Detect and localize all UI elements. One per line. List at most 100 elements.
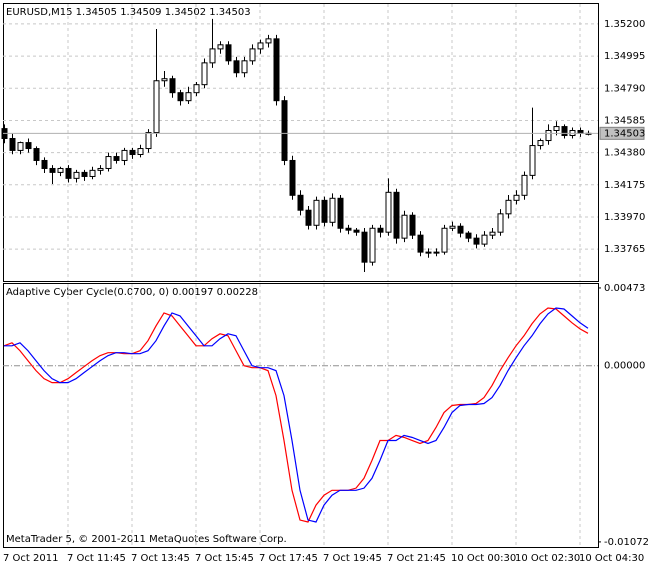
candle-body	[329, 197, 336, 223]
x-tick-label: 10 Oct 00:30	[451, 553, 516, 564]
footer: MetaTrader 5, © 2001-2011 MetaQuotes Sof…	[6, 534, 287, 545]
candle-body	[457, 225, 464, 234]
candle-body	[489, 231, 496, 236]
candle-body	[209, 48, 216, 64]
candle-body	[201, 62, 208, 86]
candle-body	[393, 191, 400, 239]
candle-body	[257, 42, 264, 50]
candle-body	[49, 167, 56, 173]
candle-body	[41, 159, 48, 169]
candle-body	[529, 145, 536, 176]
indicator-pane	[3, 283, 599, 548]
y-tick-label: 0.00473	[604, 283, 645, 294]
candle-body	[353, 229, 360, 233]
candle-body	[137, 148, 144, 156]
candle-body	[265, 38, 272, 44]
candle-body	[433, 251, 440, 254]
candle-body	[9, 137, 16, 151]
candle-body	[369, 227, 376, 263]
candle-body	[17, 142, 24, 151]
candle-body	[249, 48, 256, 62]
candle-body	[97, 167, 104, 171]
y-tick-label: 1.34175	[604, 180, 645, 191]
x-tick-label: 7 Oct 21:45	[387, 553, 446, 564]
indicator-line	[4, 307, 589, 523]
y-tick-label: 1.34995	[604, 51, 645, 62]
x-tick-label: 7 Oct 11:45	[67, 553, 126, 564]
candle-body	[225, 44, 232, 62]
candle-body	[105, 156, 112, 169]
candle-body	[513, 194, 520, 201]
candle-body	[561, 126, 568, 137]
candle-body	[481, 234, 488, 245]
candle-body	[121, 149, 128, 161]
candle-body	[65, 167, 72, 179]
candle-body	[241, 60, 248, 74]
candle-body	[185, 92, 192, 102]
indicator-line	[3, 307, 589, 523]
candle-body	[473, 237, 480, 245]
x-tick-label: 7 Oct 19:45	[323, 553, 382, 564]
candle-body	[521, 174, 528, 196]
candle-body	[161, 78, 168, 82]
candle-body	[297, 194, 304, 211]
candle-body	[417, 234, 424, 253]
candle-body	[281, 100, 288, 161]
candle-body	[273, 38, 280, 102]
y-tick-label: 1.34790	[604, 83, 645, 94]
y-tick-label: 0.00000	[604, 361, 645, 372]
candle-body	[177, 92, 184, 102]
candle-body	[153, 80, 160, 134]
candle-body	[377, 227, 384, 233]
candle-body	[505, 199, 512, 215]
candle-body	[321, 199, 328, 223]
candle-body	[305, 209, 312, 226]
candle-body	[465, 232, 472, 239]
y-tick-label: 1.34380	[604, 148, 645, 159]
x-tick-label: 7 Oct 17:45	[259, 553, 318, 564]
candle-body	[441, 227, 448, 253]
candle-body	[425, 251, 432, 254]
y-tick-label: 1.33970	[604, 212, 645, 223]
candle-body	[313, 199, 320, 226]
x-tick-label: 7 Oct 15:45	[195, 553, 254, 564]
candle-body	[401, 214, 408, 239]
x-tick-label: 10 Oct 02:30	[515, 553, 580, 564]
x-tick-label: 7 Oct 2011	[3, 553, 58, 564]
candle-body	[217, 44, 224, 50]
candle-body	[361, 231, 368, 263]
candle-body	[89, 169, 96, 177]
candle-body	[553, 126, 560, 131]
y-tick-label: 1.34585	[604, 115, 645, 126]
candle-body	[129, 149, 136, 156]
y-tick-label: -0.01072	[604, 537, 649, 548]
candle-body	[537, 140, 544, 147]
candle-body	[497, 213, 504, 233]
x-tick-label: 7 Oct 13:45	[131, 553, 190, 564]
candle-body	[345, 227, 352, 231]
y-tick-label: 1.35200	[604, 19, 645, 30]
price-pane	[3, 3, 599, 282]
current-price-box	[599, 126, 645, 140]
candle-body	[73, 171, 80, 179]
candle-body	[81, 171, 88, 177]
candle-body	[193, 84, 200, 94]
candle-body	[233, 60, 240, 74]
candle-body	[169, 78, 176, 94]
candle-body	[409, 214, 416, 236]
y-tick-label: 1.33765	[604, 244, 645, 255]
candle-body	[57, 167, 64, 173]
candle-body	[449, 225, 456, 229]
candle-body	[25, 142, 32, 150]
candle-body	[385, 191, 392, 233]
candle-body	[289, 159, 296, 196]
x-tick-label: 10 Oct 04:30	[579, 553, 644, 564]
chart-title: EURUSD,M15 1.34505 1.34509 1.34502 1.345…	[6, 7, 251, 18]
current-price-label: 1.34503	[604, 128, 645, 139]
candle-body	[145, 132, 152, 150]
candle-body	[113, 156, 120, 161]
candle-body	[337, 197, 344, 229]
candle-body	[33, 148, 40, 161]
